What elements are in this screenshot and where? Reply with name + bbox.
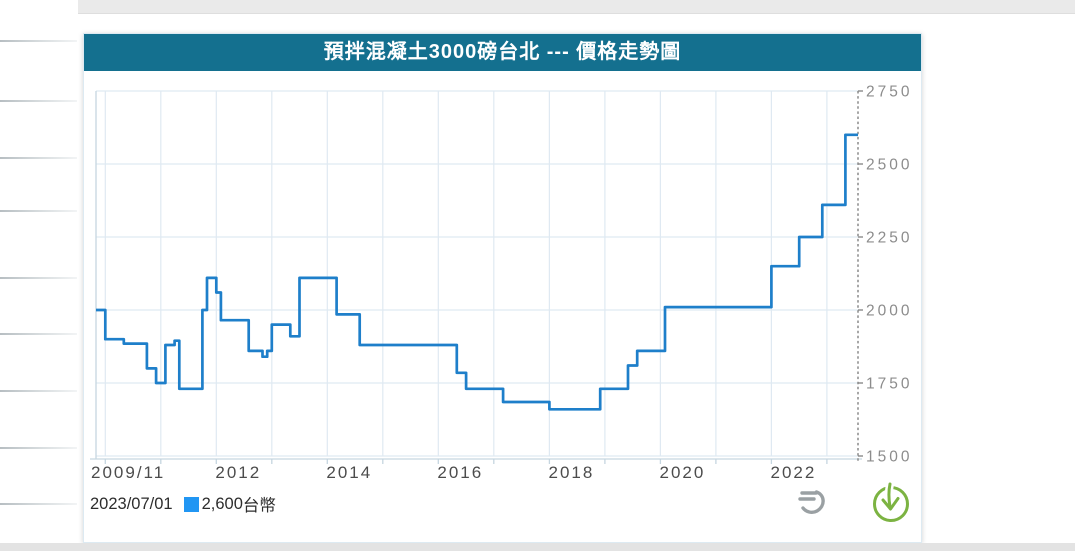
list-row-divider [0, 40, 77, 42]
chart-context-menu-icon[interactable] [794, 485, 832, 523]
list-row-divider [0, 390, 77, 392]
series-legend-marker [183, 496, 199, 512]
x-axis-label: 2018 [548, 463, 594, 482]
chart-card: 預拌混凝土3000磅台北 --- 價格走勢圖 1500 1750 2000 2250 2… [83, 33, 922, 543]
list-row-divider [0, 333, 77, 335]
y-axis-label: 1500 [866, 448, 912, 465]
list-row-divider [0, 503, 77, 505]
x-axis-label: 2009/11 [91, 463, 165, 482]
y-axis-label: 2250 [866, 229, 912, 246]
y-axis-label: 2000 [866, 302, 912, 319]
x-axis-label: 2020 [659, 463, 705, 482]
y-axis-label: 1750 [866, 375, 912, 392]
list-row-divider [0, 210, 77, 212]
tooltip-date: 2023/07/01 [90, 494, 173, 513]
list-row-divider [0, 447, 77, 449]
download-arrow-tail [887, 482, 892, 509]
tooltip-value: 2,600 [201, 494, 243, 513]
x-axis-label: 2014 [326, 463, 372, 482]
price-line [96, 133, 858, 411]
chart-title: 預拌混凝土3000磅台北 --- 價格走勢圖 [84, 34, 921, 71]
list-row-divider [0, 100, 77, 102]
background-list [0, 0, 78, 543]
tooltip-bar: 2023/07/01 2,600 台幣 [90, 492, 276, 516]
page-top-strip [0, 0, 1075, 14]
download-arrow-head [881, 497, 900, 511]
x-axis-label: 2016 [437, 463, 483, 482]
price-trend-chart[interactable]: 1500 1750 2000 2250 2500 2750 2009/11 2012 2014 2… [84, 71, 922, 491]
tooltip-unit: 台幣 [242, 497, 276, 515]
page-bottom-strip [0, 543, 1075, 551]
list-row-divider [0, 277, 77, 279]
y-axis-label: 2750 [866, 83, 912, 100]
context-menu-curve [801, 490, 825, 514]
y-axis-label: 2500 [866, 156, 912, 173]
download-icon[interactable] [869, 481, 913, 525]
x-axis-label: 2022 [770, 463, 816, 482]
x-axis-label: 2012 [215, 463, 261, 482]
list-row-divider [0, 157, 77, 159]
